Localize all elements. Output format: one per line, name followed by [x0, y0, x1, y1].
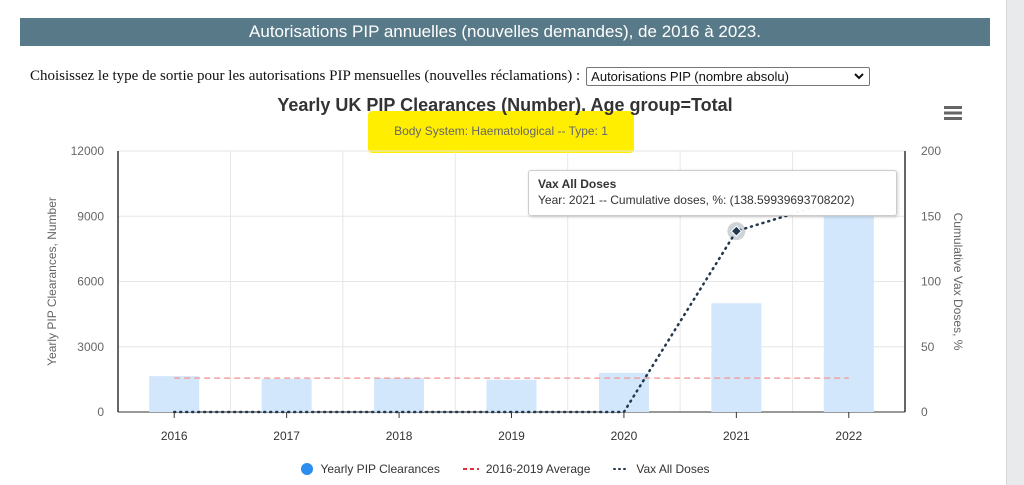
bar-2016 — [149, 376, 200, 412]
legend-dash-icon — [462, 468, 479, 470]
y-tick-label: 6000 — [77, 275, 104, 289]
y-tick-label: 9000 — [77, 209, 104, 223]
x-tick-label-2022: 2022 — [835, 429, 862, 443]
output-type-select[interactable]: Autorisations PIP (nombre absolu) — [586, 66, 871, 86]
chart-subtitle: Body System: Haematological -- Type: 1 — [394, 124, 608, 138]
legend-label-clearances: Yearly PIP Clearances — [320, 462, 440, 476]
page-banner: Autorisations PIP annuelles (nouvelles d… — [20, 18, 990, 46]
chart-tooltip: Vax All Doses Year: 2021 -- Cumulative d… — [528, 170, 897, 216]
bar-2018 — [374, 378, 425, 412]
output-type-label: Choisissez le type de sortie pour les au… — [30, 67, 581, 84]
vax-line — [172, 195, 851, 414]
legend-label-average: 2016-2019 Average — [485, 462, 591, 476]
y2-axis-title: Cumulative Vax Doses, % — [951, 213, 965, 351]
y-axis-title: Yearly PIP Clearances, Number — [45, 197, 59, 366]
x-tick-label-2020: 2020 — [611, 429, 638, 443]
bar-2017 — [261, 378, 312, 412]
x-tick-label-2016: 2016 — [161, 429, 188, 443]
bar-2019 — [486, 379, 537, 412]
chart-menu-icon[interactable] — [943, 104, 963, 122]
y2-tick-label: 200 — [921, 144, 941, 158]
y-tick-label: 3000 — [77, 340, 104, 354]
output-type-selector-row: Choisissez le type de sortie pour les au… — [30, 66, 871, 86]
x-tick-label-2019: 2019 — [498, 429, 525, 443]
y2-tick-label: 50 — [921, 340, 935, 354]
y-tick-label: 12000 — [71, 144, 105, 158]
legend-circle-icon — [301, 463, 314, 475]
chevron-down-icon — [854, 72, 864, 79]
subtitle-highlight — [368, 111, 634, 153]
legend-label-vax: Vax All Doses — [636, 462, 710, 476]
y2-tick-label: 150 — [921, 209, 941, 223]
legend-item-average[interactable]: 2016-2019 Average — [462, 462, 591, 476]
bar-2022 — [823, 211, 874, 412]
vax-point-2021 — [730, 225, 743, 237]
x-tick-label-2018: 2018 — [386, 429, 413, 443]
chart-title: Yearly UK PIP Clearances (Number). Age g… — [277, 95, 733, 115]
legend-item-vax[interactable]: Vax All Doses — [612, 462, 710, 476]
chart-canvas: 0 3000 6000 9000 12000 0 50 100 150 200 2016 2017 20… — [45, 144, 965, 443]
x-tick-label-2017: 2017 — [273, 429, 300, 443]
legend-item-clearances[interactable]: Yearly PIP Clearances — [300, 462, 440, 476]
legend-dot-icon — [613, 468, 630, 470]
y-tick-label: 0 — [97, 405, 104, 419]
bar-2020 — [598, 372, 649, 412]
bar-2021 — [711, 303, 762, 412]
y2-tick-label: 100 — [921, 275, 941, 289]
y2-tick-label: 0 — [921, 405, 928, 419]
chart-legend: Yearly PIP Clearances 2016-2019 Average … — [0, 462, 1010, 476]
page-scrollbar[interactable] — [1006, 0, 1024, 485]
tooltip-title: Vax All Doses — [538, 177, 617, 191]
output-type-selected-value: Autorisations PIP (nombre absolu) — [591, 68, 789, 84]
tooltip-text: Year: 2021 -- Cumulative doses, %: (138.… — [538, 193, 855, 207]
x-tick-label-2021: 2021 — [723, 429, 750, 443]
